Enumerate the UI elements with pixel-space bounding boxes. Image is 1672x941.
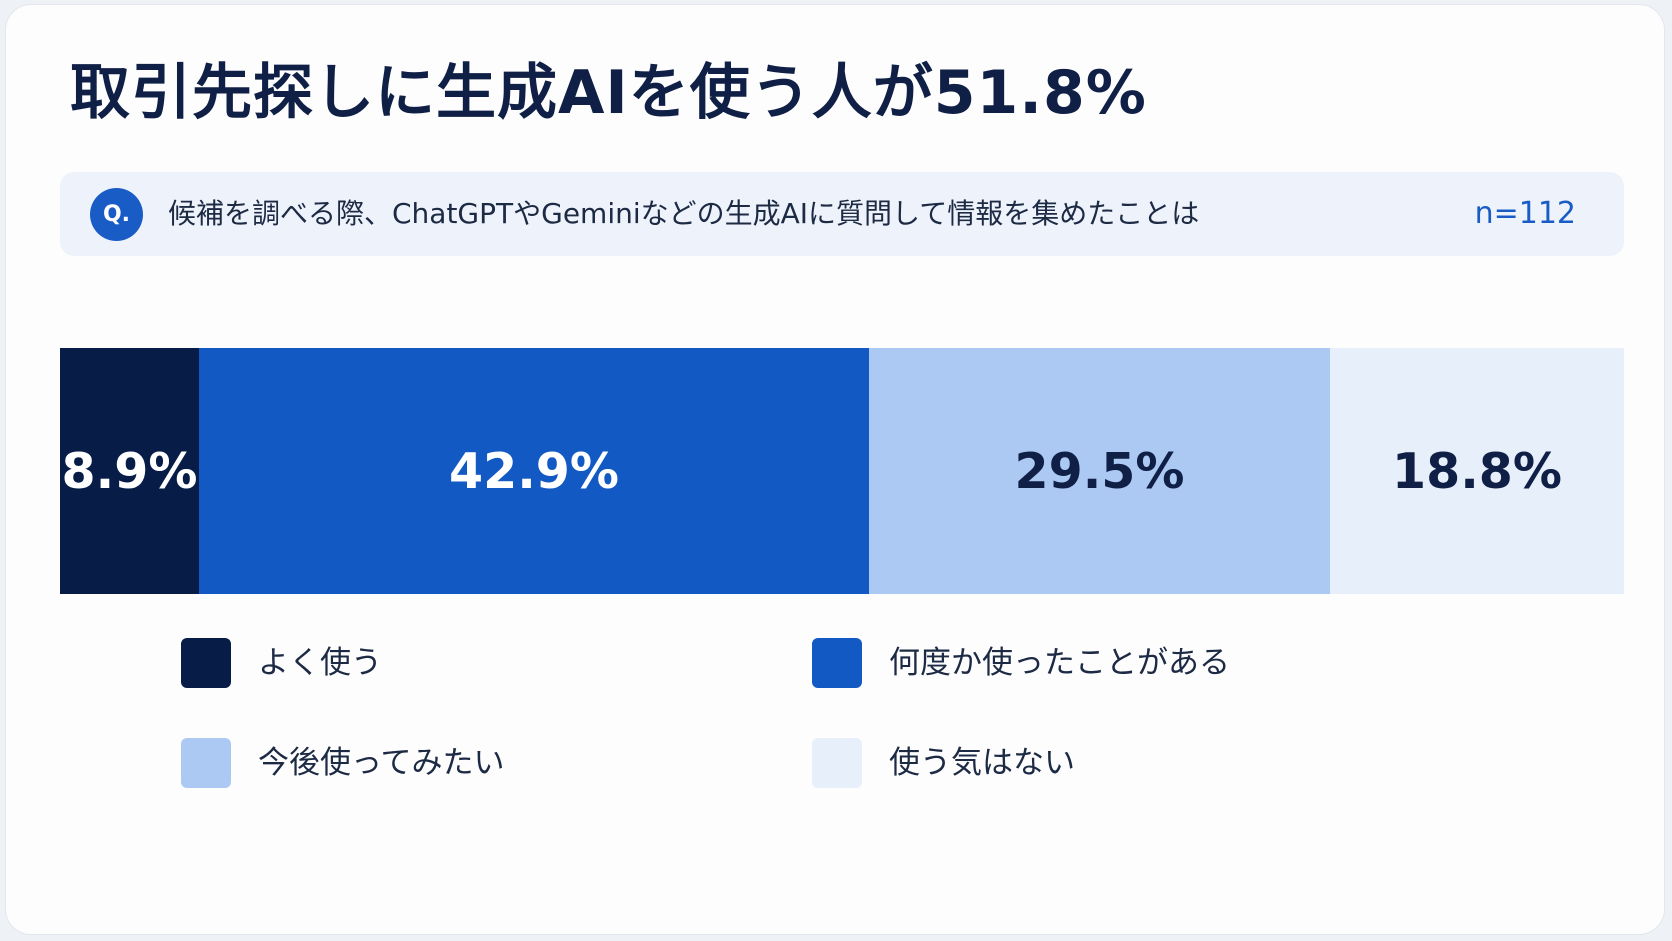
legend-label-often-use: よく使う <box>258 645 382 681</box>
legend-label-no-intention: 使う気はない <box>889 745 1075 781</box>
bar-label-no-intention: 18.8% <box>1392 443 1562 500</box>
bar-label-want-to-try: 29.5% <box>1015 443 1185 500</box>
bar-segment-often-use <box>60 348 199 594</box>
bar-label-often-use: 8.9% <box>62 443 198 500</box>
bar-segment-no-intention <box>1330 348 1624 594</box>
legend-swatch-want-to-try <box>181 738 231 788</box>
stacked-bar-chart: 8.9% 42.9% 29.5% 18.8% <box>60 348 1624 594</box>
question-box: Q. 候補を調べる際、ChatGPTやGeminiなどの生成AIに質問して情報を… <box>60 172 1624 256</box>
question-badge: Q. <box>90 188 143 241</box>
legend-label-used-several-times: 何度か使ったことがある <box>889 645 1230 681</box>
bar-label-used-several-times: 42.9% <box>449 443 619 500</box>
bar-segment-used-several-times <box>199 348 869 594</box>
bar-segment-want-to-try <box>869 348 1330 594</box>
question-text: 候補を調べる際、ChatGPTやGeminiなどの生成AIに質問して情報を集めた… <box>168 197 1200 230</box>
chart-title: 取引先探しに生成AIを使う人が51.8% <box>70 58 1147 128</box>
sample-size: n=112 <box>1474 196 1576 231</box>
legend-label-want-to-try: 今後使ってみたい <box>258 745 505 781</box>
legend-swatch-used-several-times <box>812 638 862 688</box>
legend-swatch-no-intention <box>812 738 862 788</box>
chart-card: 取引先探しに生成AIを使う人が51.8% Q. 候補を調べる際、ChatGPTや… <box>5 4 1665 935</box>
legend-swatch-often-use <box>181 638 231 688</box>
stacked-bar-svg: 8.9% 42.9% 29.5% 18.8% <box>60 348 1624 594</box>
